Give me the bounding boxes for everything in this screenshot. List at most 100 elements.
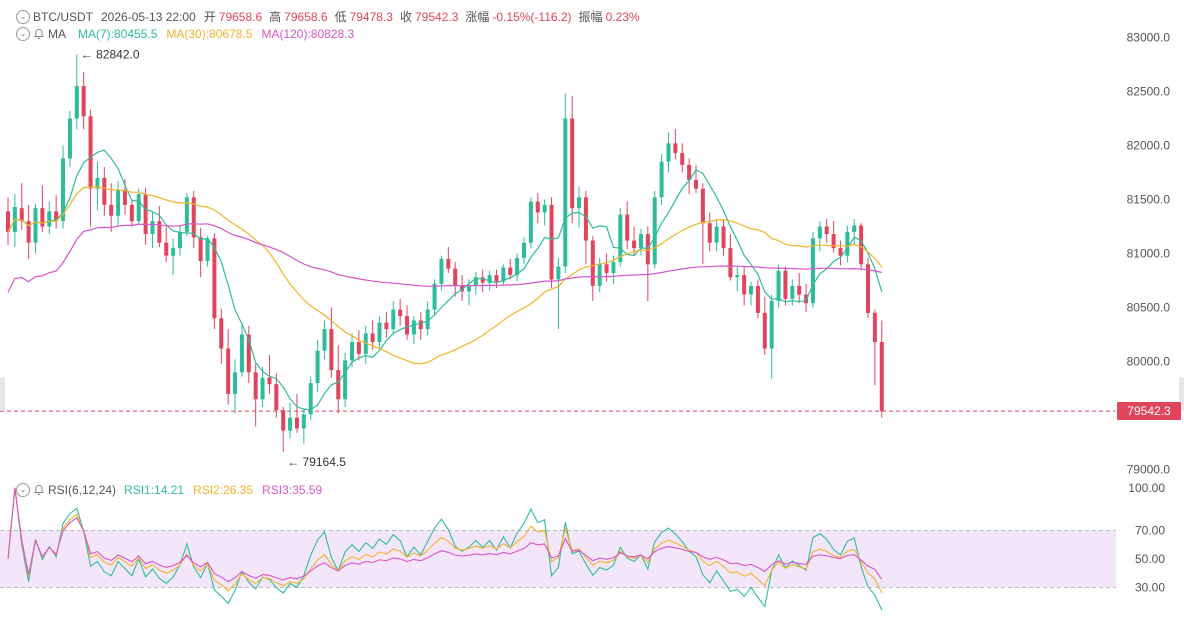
candle-body [762,312,767,349]
candle-body [74,86,79,119]
candle-body [178,231,182,249]
right-scroll-handle[interactable] [1179,377,1184,411]
candle-body [6,211,10,232]
left-scroll-handle[interactable] [0,377,5,411]
candle-body [239,334,244,373]
candle-body [879,342,884,412]
rsi-collapse-toggle-icon[interactable]: ⌄ [16,483,30,497]
candle-body [54,211,59,222]
candle-body [735,275,740,278]
amplitude-value: 0.23% [605,9,640,24]
candle-body [233,372,238,394]
candle-body [81,86,86,117]
candle-body [473,277,478,286]
open-value: 79658.6 [218,9,263,24]
ma-collapse-toggle-icon[interactable]: ⌄ [16,27,30,41]
candle-body [260,377,265,400]
candle-body [350,342,354,361]
candle-body [191,197,196,238]
high-label: 高 [269,10,282,24]
candle-body [494,275,499,282]
candle-body [253,372,258,400]
candle-body [40,208,45,227]
rsi3-line [7,487,883,583]
rsi1-value: RSI1:14.21 [124,483,185,497]
candle-body [212,238,217,319]
candle-body [590,240,595,286]
candle-body [370,333,375,343]
candle-body [522,242,526,258]
candle-body [563,118,568,267]
candle-body [618,214,623,263]
ma30-line [7,186,883,365]
alert-bell-icon[interactable] [33,28,45,40]
candle-body [171,248,176,256]
candle-body [150,221,155,235]
candle-body [872,312,877,343]
candle-body [577,197,582,209]
candle-body [439,258,444,284]
datetime-label: 2026-05-13 22:00 [101,9,196,24]
candle-body [845,231,850,256]
candle-body [356,342,361,354]
current-price-tag: 79542.3 [1117,402,1181,420]
rsi2-value: RSI2:26.35 [193,483,254,497]
candle-body [446,258,451,269]
price-axis-tick: 82500.0 [1127,85,1171,99]
price-axis-tick: 81500.0 [1127,193,1171,207]
price-axis-tick: 80000.0 [1127,355,1171,369]
candle-body [391,309,396,330]
candle-body [308,383,313,415]
candle-body [384,322,389,330]
candle-body [755,285,760,313]
rsi-label: RSI(6,12,24) [48,483,117,497]
candle-body [184,197,189,232]
candle-body [19,208,24,222]
candle-body [116,189,121,216]
candle-body [652,197,657,265]
rsi-band [0,530,1116,588]
candle-body [246,334,251,373]
candle-body [817,226,822,239]
candle-body [666,143,671,162]
candle-body [219,318,224,349]
candle-body [377,322,382,343]
candle-body [129,204,134,222]
candle-body [453,268,458,286]
candle-body [804,294,809,304]
candle-body [852,225,857,232]
candle-body [102,177,107,205]
ma30-value: MA(30):80678.5 [166,27,253,41]
candle-body [721,226,726,249]
candle-body [288,417,293,431]
candle-body [315,350,320,384]
candle-body [329,329,334,371]
ma7-value: MA(7):80455.5 [78,27,158,41]
low-value: 79478.3 [349,9,393,24]
candle-body [432,283,437,310]
candle-body [198,237,203,262]
collapse-toggle-icon[interactable]: ⌄ [16,9,30,24]
rsi-legend: ⌄ RSI(6,12,24) RSI1:14.21 RSI2:26.35 RSI… [16,483,325,497]
candle-body [528,201,533,243]
candle-body [638,234,643,249]
rsi-axis-tick: 30.00 [1135,581,1165,595]
candle-body [460,285,465,292]
candle-body [597,264,602,286]
candle-body [95,177,100,189]
candle-body [405,316,410,335]
candle-body [33,208,38,243]
candle-body [281,410,286,431]
candle-body [611,262,616,273]
price-axis-tick: 80500.0 [1127,301,1171,315]
candle-body [88,116,93,189]
rsi-alert-bell-icon[interactable] [33,484,45,496]
candle-body [267,377,272,385]
candle-body [398,309,403,317]
rsi-axis-tick: 100.00 [1128,481,1165,495]
ma-label: MA [48,27,66,41]
candle-body [425,309,430,330]
candle-body [26,221,31,243]
